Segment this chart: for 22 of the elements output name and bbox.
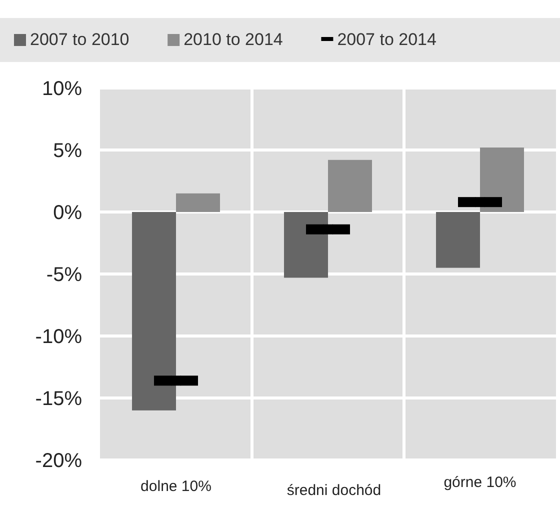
y-tick-label: -10% [35, 326, 82, 348]
y-tick-label: -5% [46, 264, 82, 286]
legend-label: 2010 to 2014 [184, 30, 283, 49]
bar [328, 160, 372, 212]
x-tick-label: dolne 10% [140, 478, 212, 495]
point [475, 197, 485, 208]
y-tick-label: 0% [53, 202, 82, 224]
x-tick-label: górne 10% [444, 474, 516, 491]
bar [436, 212, 480, 268]
bar [176, 193, 220, 212]
legend-label: 2007 to 2010 [30, 30, 130, 49]
bar [480, 148, 524, 212]
point [323, 224, 333, 234]
bar [132, 212, 176, 410]
x-tick-label: średni dochód [286, 482, 382, 499]
point [171, 376, 181, 386]
y-tick-label: 5% [53, 140, 82, 162]
y-tick-label: -20% [35, 450, 82, 472]
y-tick-label: -15% [35, 388, 82, 410]
y-tick-label: 10% [42, 78, 82, 100]
legend-label: 2007 to 2014 [337, 30, 436, 49]
bar [284, 212, 328, 278]
